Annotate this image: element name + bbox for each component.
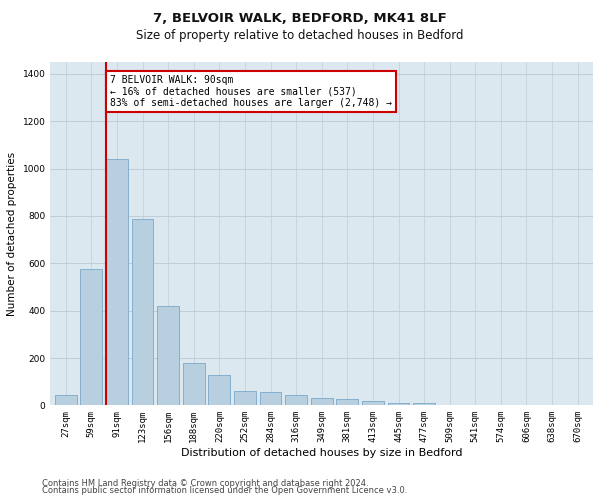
Bar [131, 220, 154, 406]
Bar [362, 400, 384, 406]
Bar [260, 392, 281, 406]
Text: Contains public sector information licensed under the Open Government Licence v3: Contains public sector information licen… [42, 486, 407, 495]
Bar [234, 391, 256, 406]
Bar [55, 394, 77, 406]
Bar [388, 402, 409, 406]
Text: 7 BELVOIR WALK: 90sqm
← 16% of detached houses are smaller (537)
83% of semi-det: 7 BELVOIR WALK: 90sqm ← 16% of detached … [110, 75, 392, 108]
Bar [80, 269, 102, 406]
Text: Contains HM Land Registry data © Crown copyright and database right 2024.: Contains HM Land Registry data © Crown c… [42, 478, 368, 488]
Text: Size of property relative to detached houses in Bedford: Size of property relative to detached ho… [136, 29, 464, 42]
Bar [337, 400, 358, 406]
X-axis label: Distribution of detached houses by size in Bedford: Distribution of detached houses by size … [181, 448, 463, 458]
Bar [413, 403, 435, 406]
Bar [285, 394, 307, 406]
Bar [208, 374, 230, 406]
Bar [183, 363, 205, 406]
Text: 7, BELVOIR WALK, BEDFORD, MK41 8LF: 7, BELVOIR WALK, BEDFORD, MK41 8LF [153, 12, 447, 26]
Bar [311, 398, 332, 406]
Bar [106, 159, 128, 406]
Bar [157, 306, 179, 406]
Y-axis label: Number of detached properties: Number of detached properties [7, 152, 17, 316]
